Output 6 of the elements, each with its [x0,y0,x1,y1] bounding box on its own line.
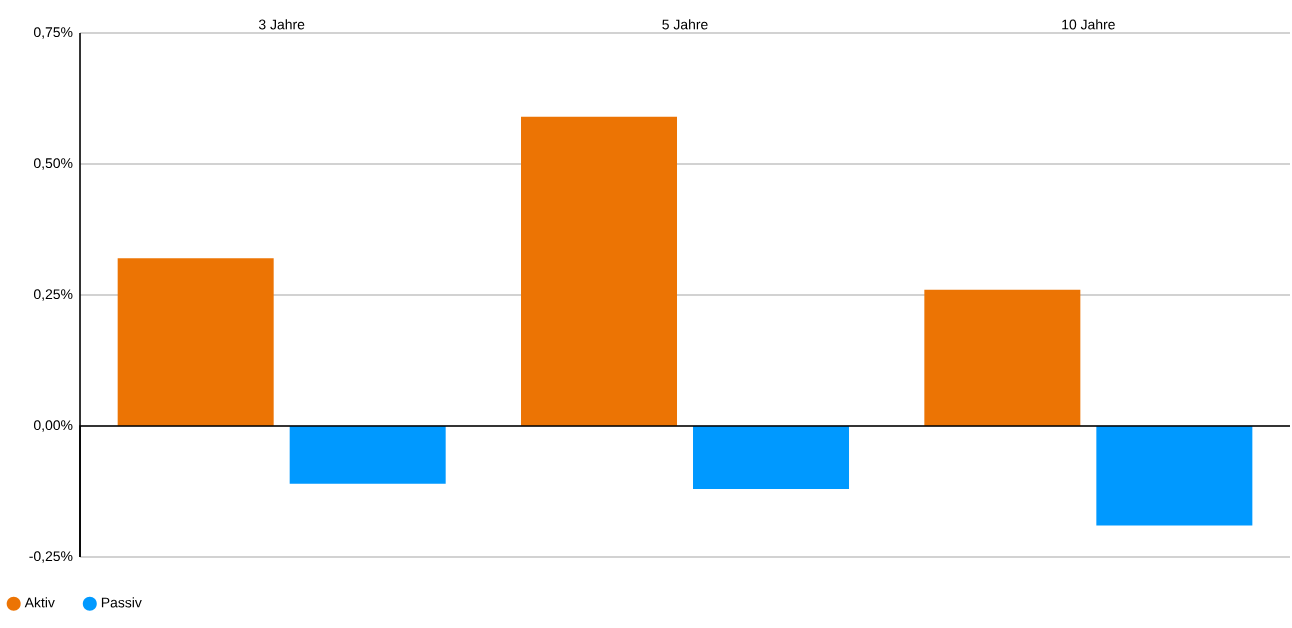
bar [924,289,1081,426]
bar [289,426,446,484]
bar [117,258,274,426]
bar [521,116,678,426]
bar [1096,426,1253,526]
bar [693,426,850,489]
